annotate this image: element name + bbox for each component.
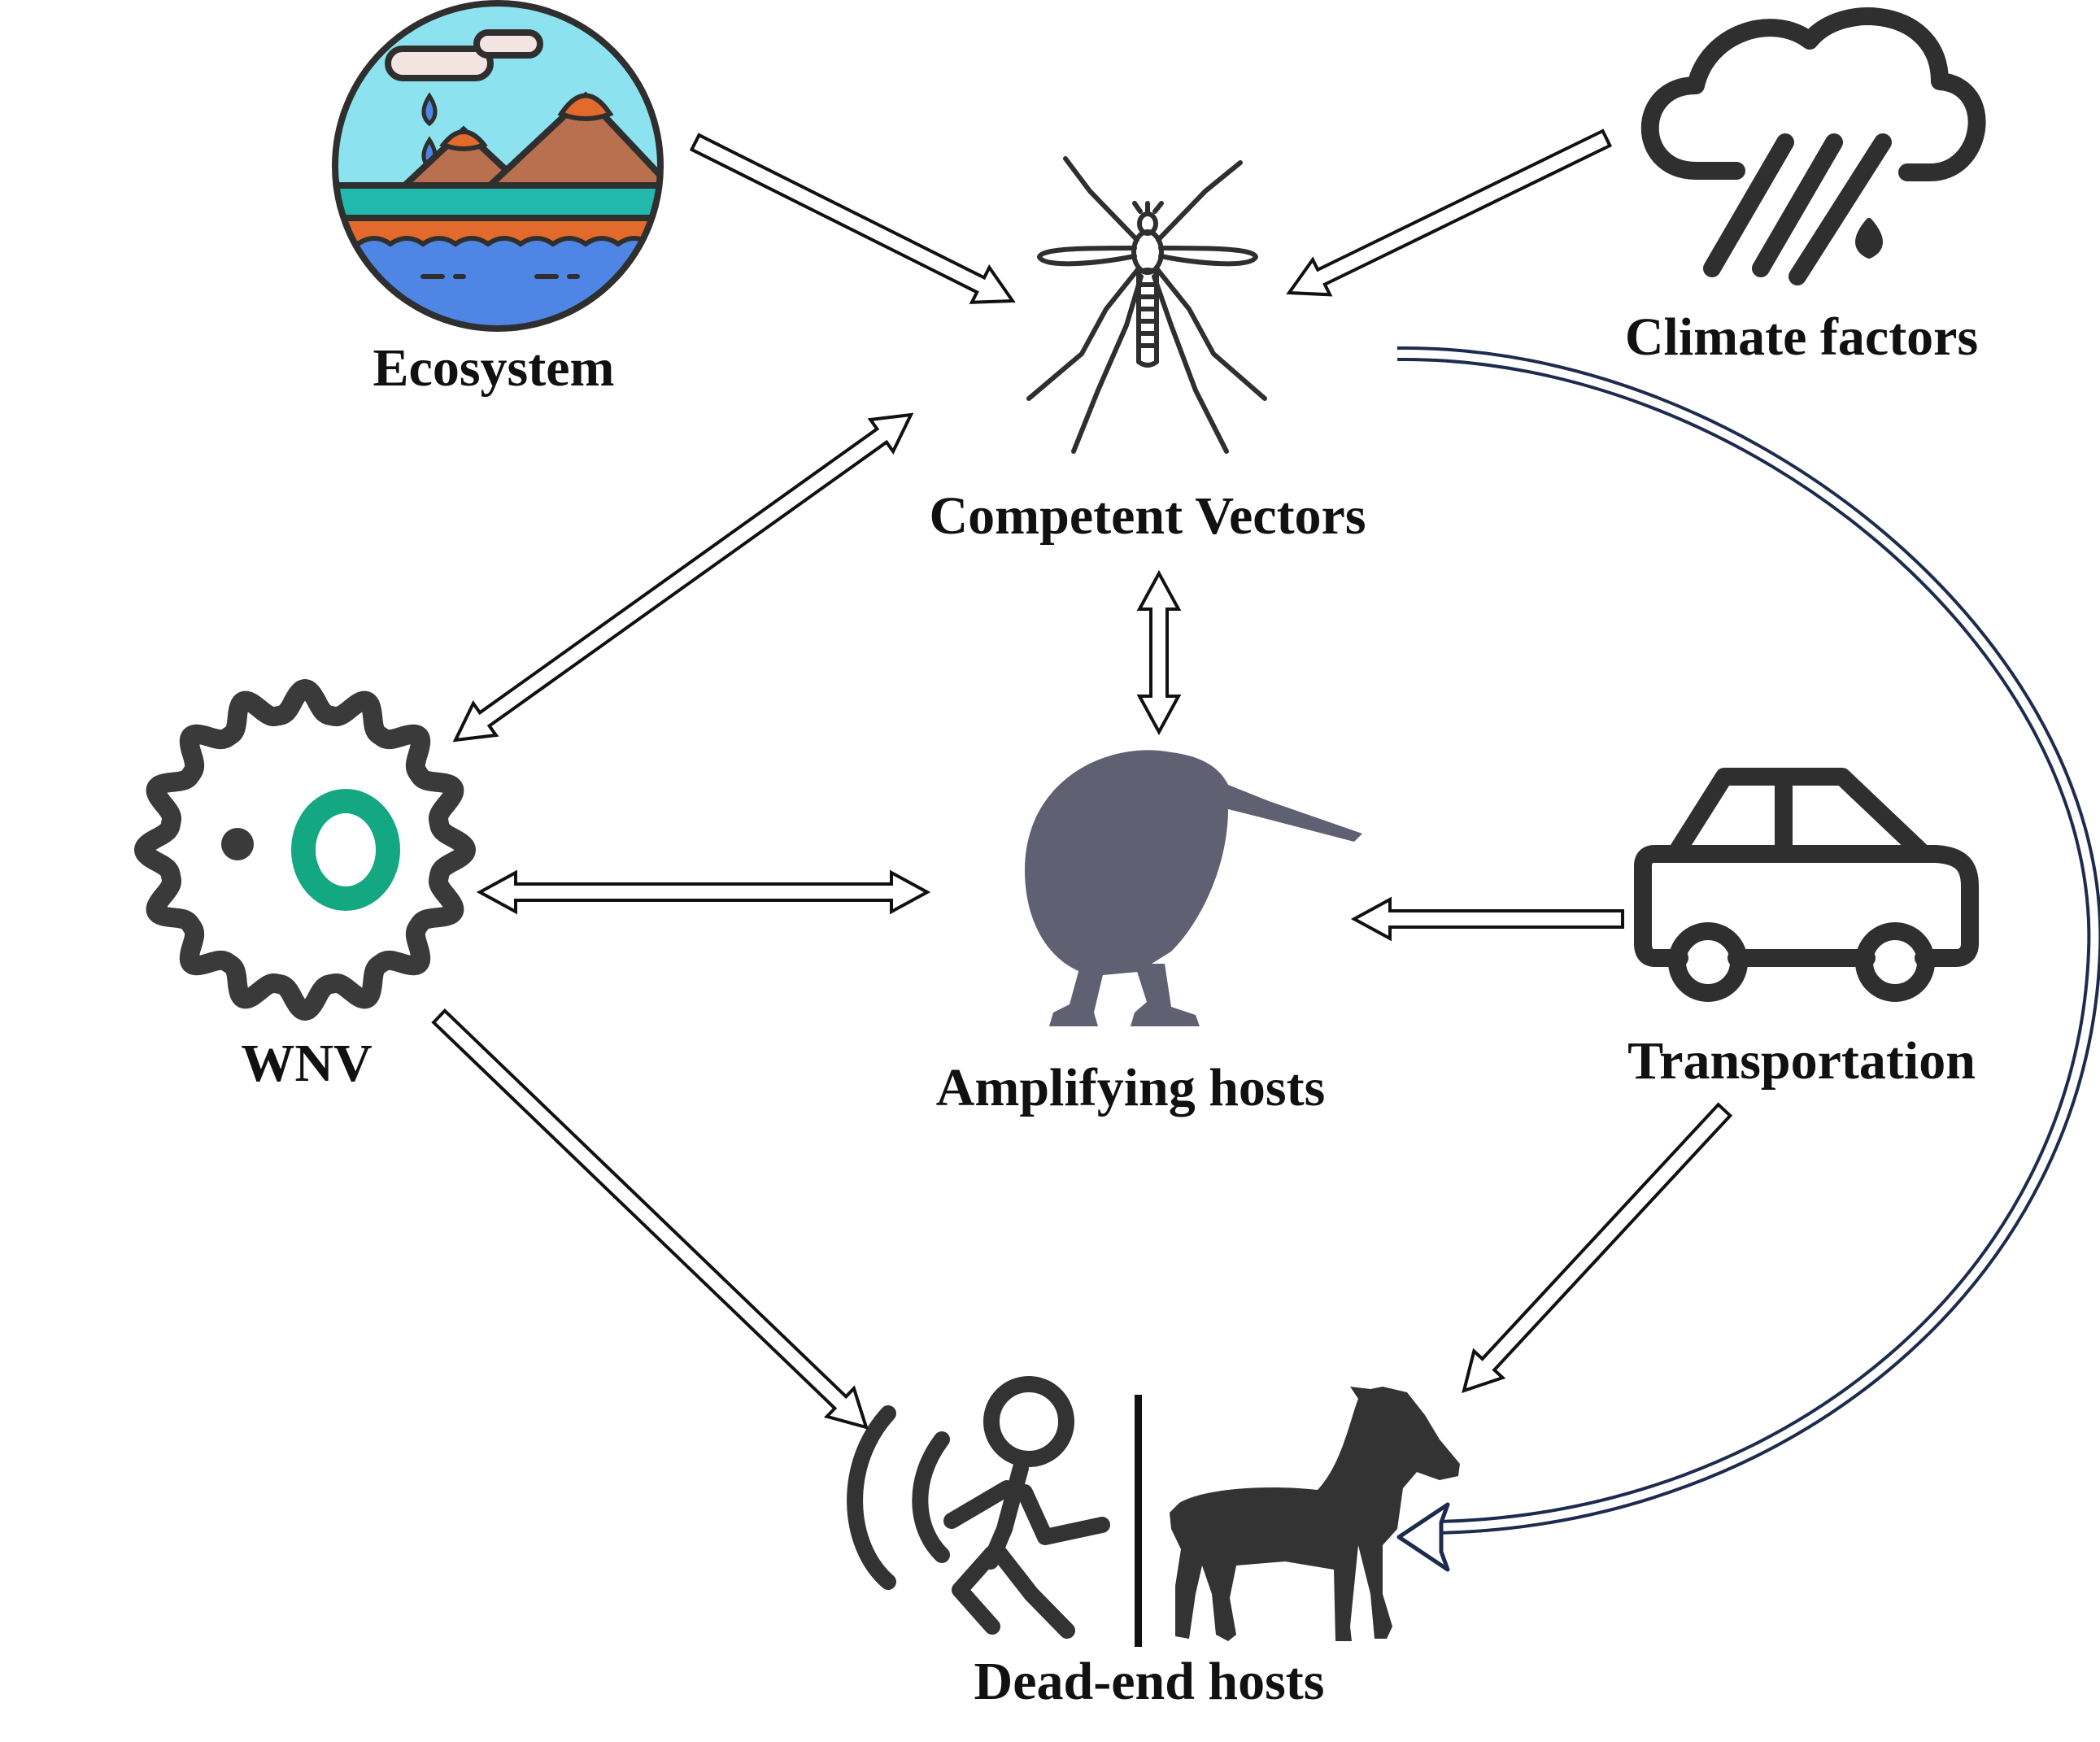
amplifying-hosts-label: Amplifying hosts	[935, 1058, 1326, 1117]
mosquito-icon	[1026, 156, 1267, 454]
human-and-horse-icon	[847, 1376, 1460, 1647]
arrow-wnv-amplifying-hosts	[476, 869, 931, 915]
dead-end-hosts-label: Dead-end hosts	[974, 1652, 1325, 1711]
ecosystem-label: Ecosystem	[373, 338, 615, 398]
competent-vectors-label: Competent Vectors	[929, 486, 1366, 546]
arrow-climate-to-vectors	[1286, 128, 1613, 297]
arrow-transportation-to-dead-end-hosts	[1462, 1102, 1733, 1394]
rain-cloud-icon	[1640, 7, 1986, 285]
climate-factors-label: Climate factors	[1624, 307, 1979, 367]
arrow-vectors-amplifying-hosts	[1136, 569, 1182, 736]
car-icon	[1634, 768, 1979, 1002]
arrow-wnv-to-dead-end-hosts	[431, 1008, 869, 1430]
transportation-label: Transportation	[1627, 1031, 1976, 1091]
landscape-icon	[332, 0, 664, 332]
arrow-transportation-to-amplifying-hosts	[1350, 896, 1624, 942]
wnv-label: WNV	[241, 1034, 373, 1093]
kiwi-bird-icon	[1025, 750, 1362, 1026]
arrow-ecosystem-to-vectors	[689, 133, 1016, 304]
virus-icon	[134, 679, 476, 1021]
arrow-vectors-wnv	[452, 412, 914, 743]
curved-arrow-vectors-to-dead-end-hosts	[1396, 346, 2100, 1572]
